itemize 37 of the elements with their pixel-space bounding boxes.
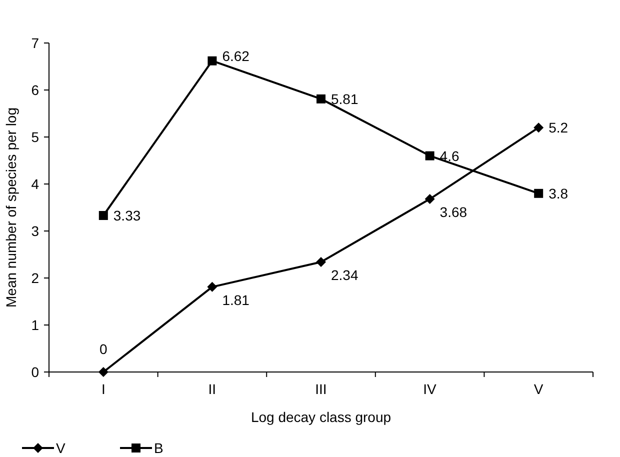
legend-label: B (154, 440, 164, 456)
point (207, 282, 218, 292)
point (208, 56, 217, 66)
y-tick-label: 6 (31, 82, 40, 98)
x-tick-label: III (315, 381, 327, 397)
y-tick-label: 2 (31, 270, 40, 286)
data-label: 5.81 (331, 90, 358, 107)
x-tick-label: V (534, 381, 544, 397)
data-label: 1.81 (222, 292, 250, 308)
data-label: 5.2 (548, 120, 568, 136)
x-tick-label: IV (423, 381, 438, 397)
data-label: 2.34 (331, 267, 358, 284)
point (534, 188, 544, 198)
y-tick-label: 7 (31, 35, 40, 51)
y-tick-label: 0 (31, 364, 40, 380)
legend-label: V (56, 440, 66, 456)
point (316, 94, 326, 104)
data-label: 6.62 (222, 48, 250, 64)
y-tick-label: 4 (31, 176, 40, 192)
point (316, 257, 326, 268)
data-label: 0 (100, 341, 108, 357)
x-axis-title: Log decay class group (250, 409, 392, 425)
point (534, 122, 544, 133)
point (98, 367, 108, 377)
y-tick-label: 3 (31, 223, 40, 239)
point (425, 151, 434, 160)
data-label: 3.8 (548, 185, 568, 202)
x-tick-label: I (101, 381, 106, 397)
data-label: 4.6 (440, 148, 460, 164)
y-tick-label: 5 (31, 129, 40, 145)
x-tick-label: II (208, 381, 216, 397)
data-label: 3.33 (113, 207, 141, 224)
y-axis-title: Mean number of species per log (3, 108, 19, 308)
point (424, 194, 435, 204)
data-label: 3.68 (440, 204, 468, 220)
y-tick-label: 1 (31, 317, 40, 333)
point (98, 210, 108, 220)
